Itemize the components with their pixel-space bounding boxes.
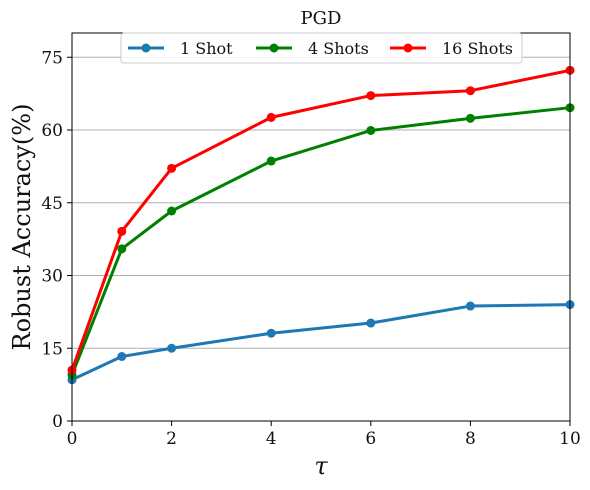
x-tick-label: 0 <box>67 429 78 449</box>
y-tick-label: 15 <box>41 339 63 359</box>
legend-swatch-marker-4-shots <box>269 43 279 53</box>
data-point-16-shots <box>366 91 376 101</box>
x-tick-label: 2 <box>166 429 177 449</box>
y-tick-label: 45 <box>41 194 63 214</box>
data-point-1-shot <box>266 328 276 338</box>
data-point-16-shots <box>117 226 127 236</box>
x-tick-label: 8 <box>465 429 476 449</box>
data-point-1-shot <box>117 351 127 361</box>
series-line-4-shots <box>70 106 571 376</box>
y-axis-title: Robust Accuracy(%) <box>8 104 36 351</box>
data-point-4-shots <box>366 125 376 135</box>
y-tick-label: 0 <box>52 412 63 432</box>
plot-frame <box>71 32 571 422</box>
data-point-16-shots <box>167 163 177 173</box>
data-point-4-shots <box>266 156 276 166</box>
y-tick-label: 30 <box>41 267 63 287</box>
x-axis-title: τ <box>314 452 328 480</box>
x-tick-label: 10 <box>559 429 581 449</box>
data-point-16-shots <box>266 112 276 122</box>
x-tick-label: 6 <box>365 429 376 449</box>
y-tick-label: 75 <box>41 48 63 68</box>
data-point-1-shot <box>167 343 177 353</box>
data-point-16-shots <box>465 86 475 96</box>
data-point-1-shot <box>366 318 376 328</box>
legend-label-1-shot: 1 Shot <box>180 39 233 58</box>
data-point-1-shot <box>465 301 475 311</box>
series-1-shot <box>67 300 575 385</box>
x-tick-label: 4 <box>266 429 277 449</box>
series-layer <box>67 65 575 385</box>
chart-title: PGD <box>301 8 342 29</box>
legend-box <box>120 32 523 64</box>
data-point-4-shots <box>465 113 475 123</box>
ticks: 0 15 30 45 60 75 0 2 4 6 8 10 <box>41 48 580 449</box>
legend-swatch-marker-1-shot <box>141 43 151 53</box>
series-line-1-shot <box>71 303 571 382</box>
data-point-4-shots <box>117 244 127 254</box>
legend: 1 Shot 4 Shots 16 Shots <box>120 32 523 64</box>
data-point-4-shots <box>167 206 177 216</box>
legend-swatch-marker-16-shots <box>403 43 413 53</box>
legend-label-4-shots: 4 Shots <box>308 39 369 58</box>
legend-label-16-shots: 16 Shots <box>442 39 513 58</box>
series-4-shots <box>67 103 575 380</box>
y-tick-label: 60 <box>41 121 63 141</box>
